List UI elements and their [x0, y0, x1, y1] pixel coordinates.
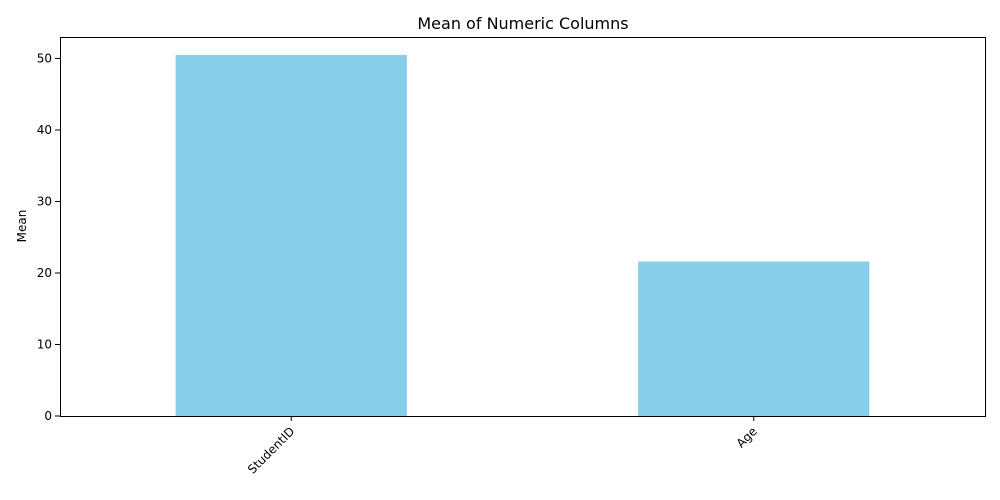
x-axis: StudentID Age [245, 416, 760, 477]
x-tick-label: Age [734, 424, 760, 450]
bar-age [638, 261, 870, 416]
x-tick-label: StudentID [245, 424, 297, 476]
y-tick-label: 0 [44, 409, 52, 423]
y-axis-label: Mean [15, 210, 29, 243]
y-tick-label: 40 [37, 123, 52, 137]
y-tick-label: 20 [37, 266, 52, 280]
y-tick-label: 50 [37, 51, 52, 65]
chart-title: Mean of Numeric Columns [417, 14, 628, 33]
bars-layer [175, 54, 870, 417]
bar-studentid [175, 54, 407, 417]
y-axis: 0 10 20 30 40 50 [37, 51, 60, 423]
y-tick-label: 10 [37, 337, 52, 351]
y-tick-label: 30 [37, 194, 52, 208]
plot-frame [60, 37, 986, 417]
